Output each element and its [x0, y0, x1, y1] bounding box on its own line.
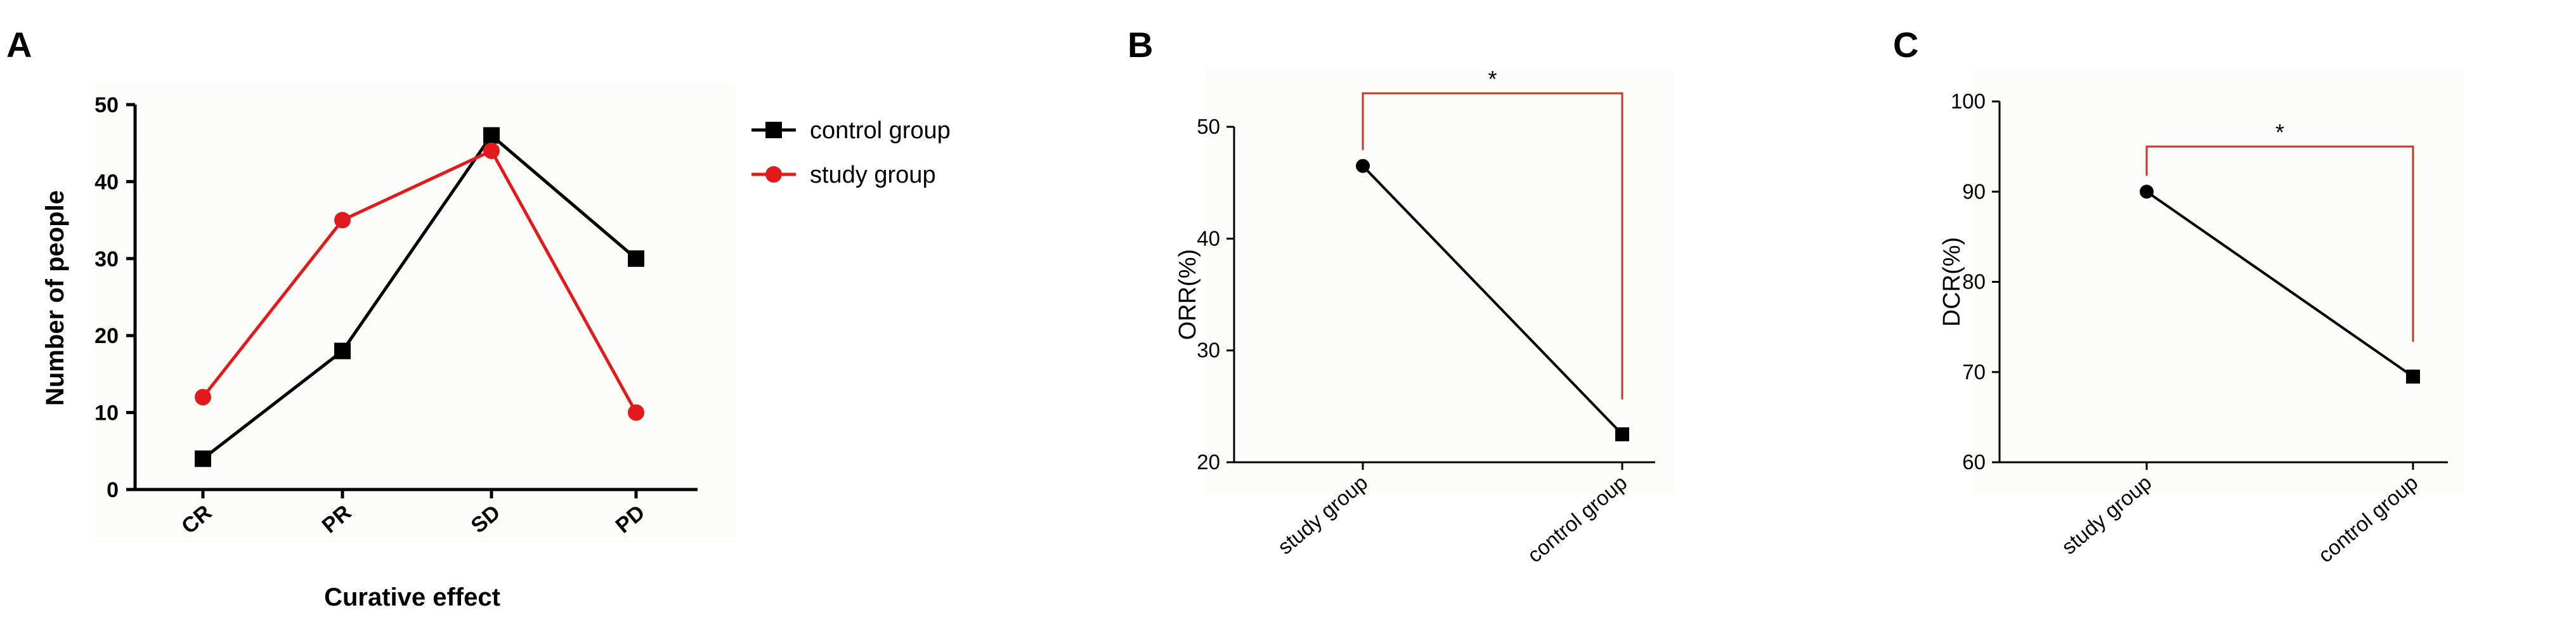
panel-b-y-ticks: 20 30 40 50	[1197, 115, 1234, 474]
legend-study-group-label: study group	[810, 162, 936, 188]
panel-c-significance-bracket: *	[2145, 119, 2414, 342]
panel-b-background	[1205, 70, 1674, 495]
panel-b-letter: B	[1128, 25, 1153, 65]
c-plot-background	[1972, 70, 2464, 495]
y-tick-label-100: 100	[1951, 89, 1986, 113]
data-point-control-group-pr	[334, 342, 351, 360]
panel-b-axes	[1233, 127, 1655, 464]
y-tick-label-60: 60	[1962, 450, 1986, 474]
legend-control-group-label: control group	[810, 117, 951, 144]
y-tick-label-20: 20	[1197, 450, 1220, 474]
data-point-study-group	[2140, 185, 2154, 199]
data-point-control-group-pd	[628, 250, 644, 267]
panel-a-y-axis-title: Number of people	[41, 190, 69, 406]
panel-a-legend: control group study group	[751, 117, 951, 188]
data-point-study-group-sd	[483, 142, 500, 159]
y-tick-label-80: 80	[1962, 270, 1986, 294]
b-significance-label: *	[1488, 66, 1497, 92]
data-point-control-group-sd	[483, 127, 500, 144]
c-series-line	[2145, 190, 2414, 378]
legend-control-group-marker	[765, 122, 782, 138]
c-significance-label: *	[2275, 119, 2284, 145]
panel-a-plot-background	[95, 82, 736, 542]
y-tick-label-40: 40	[1197, 226, 1220, 250]
data-point-study-group	[1356, 159, 1370, 173]
panel-a-x-axis-title: Curative effect	[324, 583, 500, 611]
data-point-study-group-pd	[628, 404, 644, 421]
panel-a-series	[195, 127, 644, 467]
y-tick-label-0: 0	[107, 478, 119, 502]
data-point-control-group	[1615, 427, 1629, 441]
b-series-line	[1362, 165, 1623, 436]
series-line-study-group	[202, 148, 638, 413]
y-tick-label-90: 90	[1962, 179, 1986, 203]
series-line-control-group	[202, 133, 637, 460]
panel-b-y-axis-title: ORR(%)	[1174, 249, 1201, 341]
y-tick-label-20: 20	[94, 324, 119, 348]
panel-a-letter: A	[6, 25, 32, 65]
y-tick-label-50: 50	[1197, 115, 1220, 138]
panel-b-series	[1356, 159, 1629, 441]
panel-b-significance-bracket: *	[1362, 66, 1623, 399]
b-bracket-line	[1362, 92, 1623, 399]
data-point-study-group-pr	[334, 212, 351, 229]
panel-c-letter: C	[1893, 25, 1918, 65]
data-point-control-group	[2406, 369, 2420, 384]
data-point-control-group-cr	[195, 450, 211, 467]
panel-c-y-ticks: 60 70 80 90 100	[1951, 89, 2000, 474]
panel-a-y-ticks: 0 10 20 30 40 50	[94, 93, 135, 502]
legend-study-group-marker	[765, 166, 782, 183]
y-tick-label-10: 10	[94, 401, 119, 425]
y-tick-label-40: 40	[94, 170, 119, 194]
c-bracket-line	[2145, 145, 2414, 342]
y-tick-label-30: 30	[94, 247, 119, 271]
panel-c-background	[1972, 70, 2464, 495]
data-point-study-group-cr	[195, 389, 211, 406]
panel-c-series	[2140, 185, 2420, 384]
panel-c-y-axis-title: DCR(%)	[1939, 237, 1965, 327]
y-tick-label-70: 70	[1962, 360, 1986, 384]
b-plot-background	[1205, 70, 1674, 495]
y-tick-label-50: 50	[94, 93, 119, 117]
y-tick-label-30: 30	[1197, 339, 1220, 362]
panel-a-background	[95, 82, 736, 542]
panel-a-axes	[133, 105, 698, 491]
